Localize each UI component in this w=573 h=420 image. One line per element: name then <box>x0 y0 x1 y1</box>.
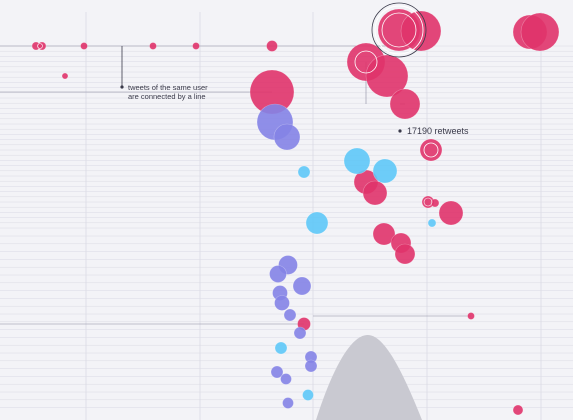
bubble-blue-2 <box>297 165 311 179</box>
bubble-blue-1 <box>372 158 398 184</box>
highlight-rings <box>37 2 439 207</box>
retweet-annotation: 17190 retweets <box>398 126 469 136</box>
bubble-pink-25 <box>467 312 475 320</box>
highlight-ring-4 <box>423 142 439 158</box>
bubble-pink-20 <box>438 200 464 226</box>
distribution-area <box>316 334 422 420</box>
bubble-pink-3 <box>149 42 157 50</box>
bubble-purple-3 <box>269 265 287 283</box>
bubble-pink-13 <box>389 88 421 120</box>
bubble-blue-5 <box>274 341 288 355</box>
highlight-ring-6 <box>37 43 43 49</box>
bubble-purple-7 <box>283 308 297 322</box>
bubble-pink-9 <box>520 12 560 52</box>
bubble-purple-12 <box>280 373 292 385</box>
bubble-pink-26 <box>512 404 524 416</box>
bubble-pink-4 <box>192 42 200 50</box>
bubble-pink-2 <box>80 42 88 50</box>
bubble-pink-21 <box>372 222 396 246</box>
thread-lines <box>0 45 471 325</box>
highlight-ring-2 <box>381 12 417 48</box>
highlight-ring-1 <box>374 5 424 55</box>
bubble-purple-4 <box>292 276 312 296</box>
thread-annotation-line-2: are connected by a line <box>128 92 206 101</box>
thread-annotation-dot <box>120 85 124 89</box>
bubble-blue-6 <box>302 389 314 401</box>
bubble-pink-5 <box>266 40 278 52</box>
thread-annotation: tweets of the same user are connected by… <box>120 46 208 101</box>
bubble-purple-11 <box>270 365 284 379</box>
bubble-purple-10 <box>304 359 318 373</box>
highlight-ring-0 <box>371 2 427 58</box>
thread-annotation-line-1: tweets of the same user <box>128 83 208 92</box>
bubble-pink-23 <box>394 243 416 265</box>
bubble-pink-17 <box>362 180 388 206</box>
bubble-pink-1 <box>37 41 47 51</box>
bubble-pink-15 <box>419 138 443 162</box>
bubble-purple-1 <box>273 123 301 151</box>
bubble-marks <box>31 8 560 416</box>
bubble-purple-6 <box>274 295 290 311</box>
highlight-ring-3 <box>354 50 378 74</box>
retweet-annotation-label: 17190 retweets <box>407 126 469 136</box>
highlight-ring-5 <box>423 197 433 207</box>
retweet-annotation-dot <box>398 129 402 133</box>
bubble-blue-4 <box>427 218 437 228</box>
bubble-purple-13 <box>282 397 294 409</box>
bubble-pink-7 <box>400 10 442 52</box>
bubble-purple-8 <box>293 326 307 340</box>
bubble-blue-3 <box>305 211 329 235</box>
bubble-pink-19 <box>430 198 440 208</box>
grid <box>0 12 573 420</box>
bubble-blue-0 <box>343 147 371 175</box>
bubble-pink-10 <box>61 72 69 80</box>
